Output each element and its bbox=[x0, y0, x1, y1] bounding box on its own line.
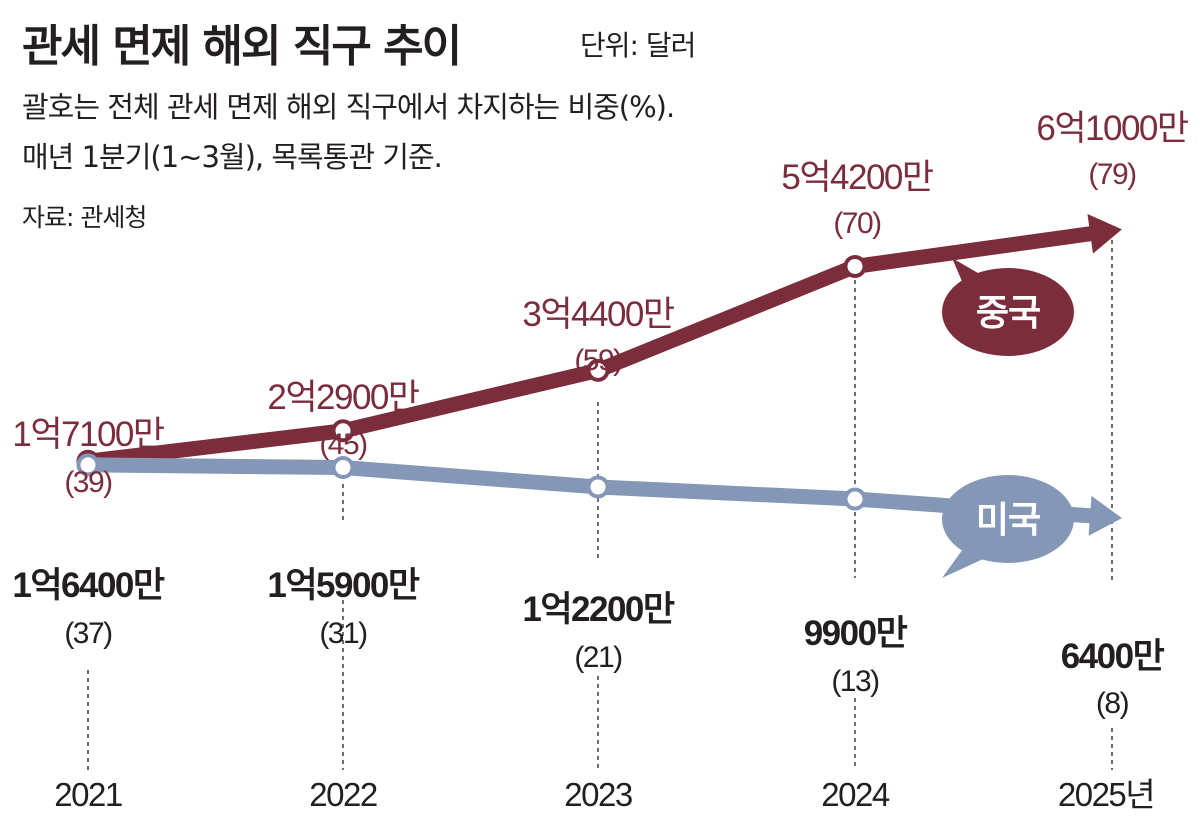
china-value-label: 2억2900만 bbox=[267, 378, 419, 417]
legend-usa bbox=[942, 475, 1074, 563]
china-arrowhead bbox=[1087, 213, 1122, 254]
china-value-label: 5억4200만 bbox=[781, 158, 933, 197]
legend-usa-label: 미국 bbox=[976, 500, 1040, 541]
china-data-point bbox=[331, 419, 355, 443]
usa-data-point bbox=[331, 456, 355, 480]
china-value-label: 3억4400만 bbox=[522, 295, 674, 334]
usa-value-label: 1억5900만 bbox=[267, 566, 420, 605]
x-tick-label: 2023 bbox=[564, 776, 632, 813]
legend-china bbox=[942, 268, 1074, 356]
usa-data-point bbox=[76, 453, 100, 477]
china-value-label: 1억7100만 bbox=[12, 415, 164, 454]
chart-title: 관세 면제 해외 직구 추이 bbox=[22, 21, 462, 72]
note-line-1: 괄호는 전체 관세 면제 해외 직구에서 차지하는 비중(%). bbox=[22, 90, 675, 124]
usa-value-label: 6400만 bbox=[1061, 637, 1165, 676]
usa-data-point bbox=[843, 487, 867, 511]
x-tick-label: 2021 bbox=[54, 776, 122, 813]
china-share-label: (70) bbox=[833, 207, 881, 240]
china-share-label: (59) bbox=[574, 344, 622, 377]
usa-share-label: (31) bbox=[319, 617, 367, 650]
legend-china-label: 중국 bbox=[976, 293, 1040, 334]
china-data-point bbox=[843, 254, 867, 278]
x-tick-label: 2024 bbox=[821, 776, 890, 813]
china-share-label: (79) bbox=[1088, 158, 1136, 191]
note-line-2: 매년 1분기(1∼3월), 목록통관 기준. bbox=[22, 140, 443, 174]
china-value-label: 6억1000만 bbox=[1036, 109, 1188, 148]
usa-share-label: (21) bbox=[574, 641, 622, 674]
usa-value-label: 1억6400만 bbox=[12, 566, 165, 605]
china-share-label: (45) bbox=[319, 428, 367, 461]
unit-label: 단위: 달러 bbox=[580, 29, 696, 62]
usa-data-point bbox=[586, 475, 610, 499]
china-share-label: (39) bbox=[64, 466, 112, 499]
usa-share-label: (8) bbox=[1096, 687, 1129, 720]
usa-share-label: (13) bbox=[831, 665, 879, 698]
x-tick-label: 2025년 bbox=[1058, 776, 1154, 813]
usa-share-label: (37) bbox=[64, 617, 112, 650]
usa-arrowhead bbox=[1088, 495, 1122, 536]
china-data-point bbox=[586, 358, 610, 382]
source-label: 자료: 관세청 bbox=[22, 203, 147, 232]
x-tick-label: 2022 bbox=[309, 776, 377, 813]
usa-value-label: 9900만 bbox=[804, 614, 908, 653]
usa-value-label: 1억2200만 bbox=[522, 590, 675, 629]
